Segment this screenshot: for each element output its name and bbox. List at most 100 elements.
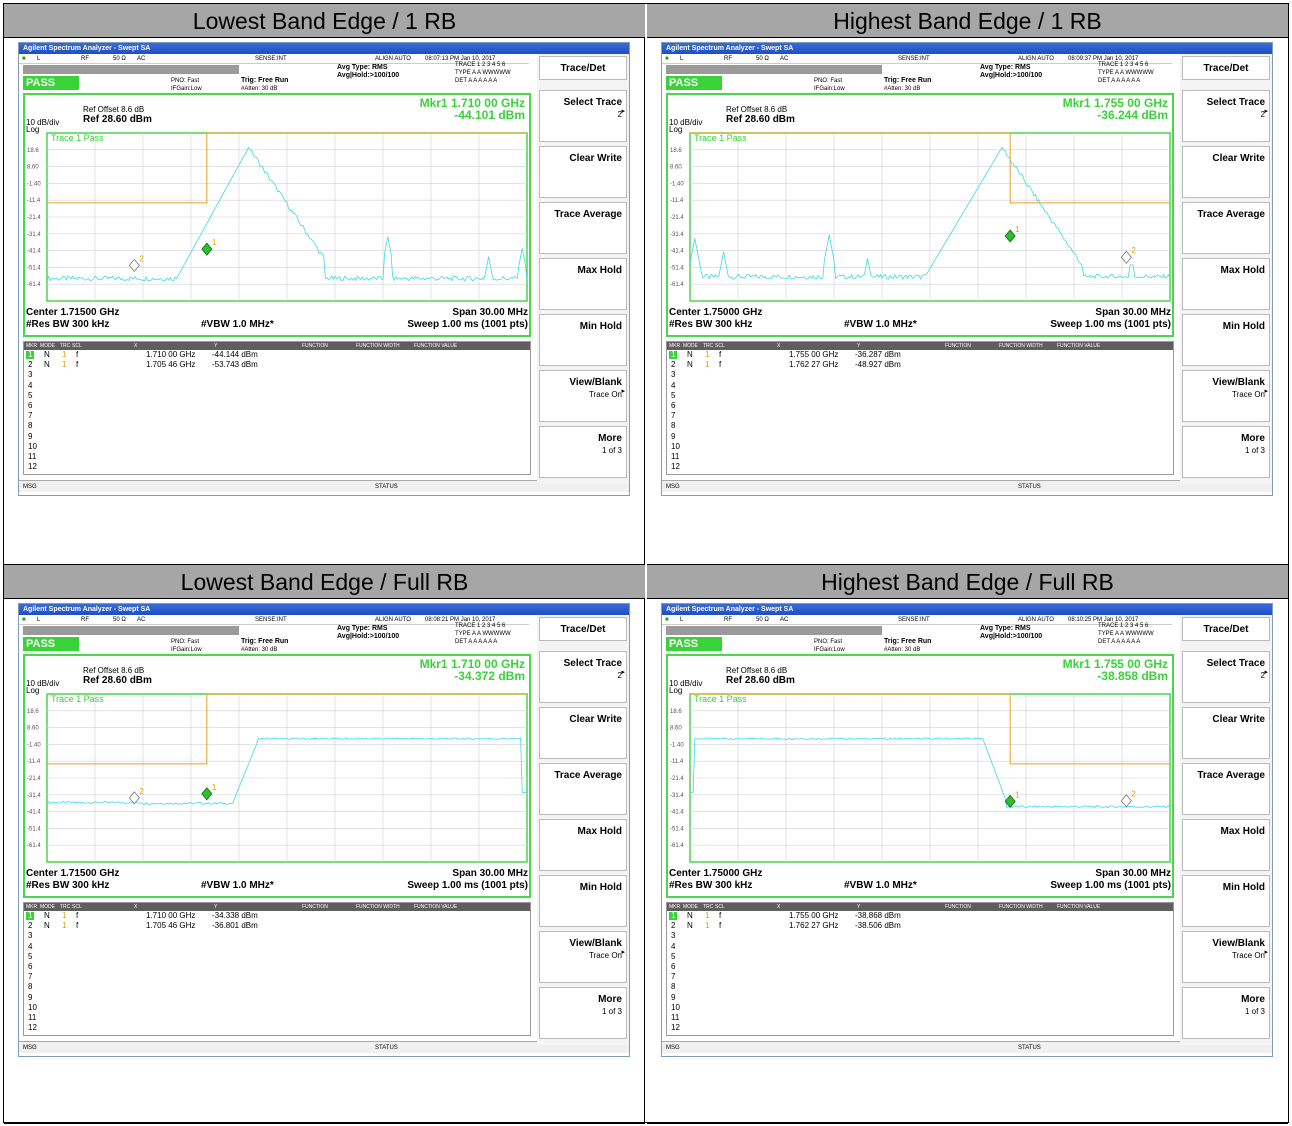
softkey-clear-write[interactable]: Clear Write xyxy=(1182,707,1270,759)
softkey-view-blank[interactable]: View/Blank Trace On ▸ xyxy=(1182,931,1270,983)
softkey-min-hold[interactable]: Min Hold xyxy=(539,875,627,927)
message-bar: MSG STATUS xyxy=(662,1041,1272,1053)
softkey-select-trace[interactable]: Select Trace 2 ▸ xyxy=(1182,651,1270,703)
softkey-trace-det[interactable]: Trace/Det xyxy=(1182,617,1270,641)
msg-label: MSG xyxy=(23,1045,37,1051)
softkey-trace-average[interactable]: Trace Average xyxy=(1182,763,1270,815)
marker-1-icon xyxy=(201,242,213,256)
softkey-trace-average[interactable]: Trace Average xyxy=(539,202,627,254)
softkey-trace-average[interactable]: Trace Average xyxy=(539,763,627,815)
table-header-cell: SCL xyxy=(72,343,82,349)
table-header-cell: FUNCTION WIDTH xyxy=(999,343,1043,349)
row-number: 11 xyxy=(671,452,680,461)
status-coupling: AC xyxy=(137,617,146,623)
softkey-trace-det[interactable]: Trace/Det xyxy=(539,56,627,80)
status-bar: L RF 50 Ω AC SENSE:INT ALIGN AUTO 08:09:37 PM … xyxy=(662,54,1172,64)
row-number: 1 xyxy=(669,911,678,920)
marker-readout: Mkr1 1.755 00 GHz -36.244 dBm xyxy=(1063,97,1168,121)
softkey-max-hold[interactable]: Max Hold xyxy=(1182,819,1270,871)
softkey-view-blank[interactable]: View/Blank Trace On ▸ xyxy=(539,931,627,983)
softkey-label: Max Hold xyxy=(1220,265,1265,276)
row-number: 10 xyxy=(671,1002,680,1012)
window-title: Agilent Spectrum Analyzer - Swept SA xyxy=(19,604,629,615)
table-header-cell: X xyxy=(134,904,138,910)
softkey-more[interactable]: More 1 of 3 xyxy=(539,987,627,1039)
table-header-cell: MODE xyxy=(40,343,55,349)
table-row: 2 N 1 f 1.705 46 GHz -53.743 dBm xyxy=(24,361,530,369)
avg-type-label: Avg Type: RMS xyxy=(337,64,388,71)
spectrum-trace xyxy=(46,737,527,805)
softkey-view-blank[interactable]: View/Blank Trace On ▸ xyxy=(539,370,627,422)
softkey-select-trace[interactable]: Select Trace 2 ▸ xyxy=(539,651,627,703)
status-imp: 50 Ω xyxy=(756,56,769,62)
softkey-min-hold[interactable]: Min Hold xyxy=(1182,875,1270,927)
pno-label: PNO: Fast xyxy=(814,639,843,645)
softkey-trace-det[interactable]: Trace/Det xyxy=(1182,56,1270,80)
marker-y: -44.144 dBm xyxy=(212,350,258,359)
softkey-min-hold[interactable]: Min Hold xyxy=(1182,314,1270,366)
row-number: 2 xyxy=(28,921,33,931)
softkey-more[interactable]: More 1 of 3 xyxy=(539,426,627,478)
center-frequency: Center 1.71500 GHz xyxy=(26,307,120,318)
pass-indicator: PASS xyxy=(666,637,722,651)
softkey-more[interactable]: More 1 of 3 xyxy=(1182,426,1270,478)
ref-level: Ref 28.60 dBm xyxy=(83,114,152,125)
spectrum-plot: Mkr1 1.710 00 GHz -34.372 dBm Ref Offset 8… xyxy=(23,654,531,898)
softkey-trace-det[interactable]: Trace/Det xyxy=(539,617,627,641)
marker-number: 2 xyxy=(1131,246,1136,255)
scale-label: 10 dB/div xyxy=(669,118,703,127)
softkey-clear-write[interactable]: Clear Write xyxy=(539,146,627,198)
softkey-panel: Trace/Det Select Trace 2 ▸ Clear Write Trace … xyxy=(537,615,629,1045)
window-title: Agilent Spectrum Analyzer - Swept SA xyxy=(662,604,1272,615)
softkey-trace-average[interactable]: Trace Average xyxy=(1182,202,1270,254)
marker-trc: 1 xyxy=(62,911,67,920)
pass-indicator: PASS xyxy=(23,76,79,90)
softkey-max-hold[interactable]: Max Hold xyxy=(539,819,627,871)
chevron-right-icon: ▸ xyxy=(1264,949,1268,956)
softkey-max-hold[interactable]: Max Hold xyxy=(1182,258,1270,310)
y-tick-label: -11.4 xyxy=(27,198,41,204)
softkey-sublabel: Trace On xyxy=(588,951,622,960)
avg-hold-label: Avg|Hold:>100/100 xyxy=(337,72,400,79)
softkey-sublabel: 2 xyxy=(617,671,622,680)
scale-label: 10 dB/div xyxy=(26,679,60,688)
softkey-select-trace[interactable]: Select Trace 2 ▸ xyxy=(539,90,627,142)
table-row: 9 xyxy=(24,432,530,441)
trace-pass-label: Trace 1 Pass xyxy=(694,133,747,143)
table-row: 3 xyxy=(667,371,1173,379)
softkey-min-hold[interactable]: Min Hold xyxy=(539,314,627,366)
row-number: 9 xyxy=(671,992,676,1002)
softkey-max-hold[interactable]: Max Hold xyxy=(539,258,627,310)
y-tick-label: -21.4 xyxy=(670,215,684,221)
softkey-select-trace[interactable]: Select Trace 2 ▸ xyxy=(1182,90,1270,142)
spectrum-trace xyxy=(689,146,1171,281)
softkey-view-blank[interactable]: View/Blank Trace On ▸ xyxy=(1182,370,1270,422)
table-row: 4 xyxy=(667,381,1173,390)
status-label: STATUS xyxy=(375,484,398,490)
y-tick-label: 18.6 xyxy=(670,709,682,715)
limit-line xyxy=(47,693,527,765)
row-number: 5 xyxy=(28,951,33,961)
type-row: TYPE A A WWWWW xyxy=(1098,70,1154,76)
trig-label: Trig: Free Run xyxy=(241,77,289,84)
table-row: 11 xyxy=(667,453,1173,461)
marker-trc: 1 xyxy=(62,921,67,931)
table-row: 5 xyxy=(24,951,530,961)
table-header-cell: FUNCTION VALUE xyxy=(1057,343,1101,349)
row-number: 5 xyxy=(671,951,676,961)
row-number: 7 xyxy=(671,411,676,421)
softkey-label: View/Blank xyxy=(569,377,622,388)
row-number: 11 xyxy=(671,1013,680,1022)
table-header-cell: FUNCTION xyxy=(945,904,971,910)
y-tick-label: -61.4 xyxy=(670,282,684,288)
softkey-clear-write[interactable]: Clear Write xyxy=(539,707,627,759)
marker-table-header: MKR MODE TRC SCL X Y FUNCTION FUNCTION WIDTH FUN… xyxy=(667,903,1173,911)
y-tick-label: -31.4 xyxy=(27,232,41,238)
softkey-label: More xyxy=(598,994,622,1005)
softkey-sublabel: 2 xyxy=(617,110,622,119)
softkey-clear-write[interactable]: Clear Write xyxy=(1182,146,1270,198)
cell-header: Highest Band Edge / 1 RB xyxy=(647,4,1288,38)
row-number: 12 xyxy=(28,1023,37,1033)
softkey-more[interactable]: More 1 of 3 xyxy=(1182,987,1270,1039)
row-number: 1 xyxy=(26,350,35,359)
